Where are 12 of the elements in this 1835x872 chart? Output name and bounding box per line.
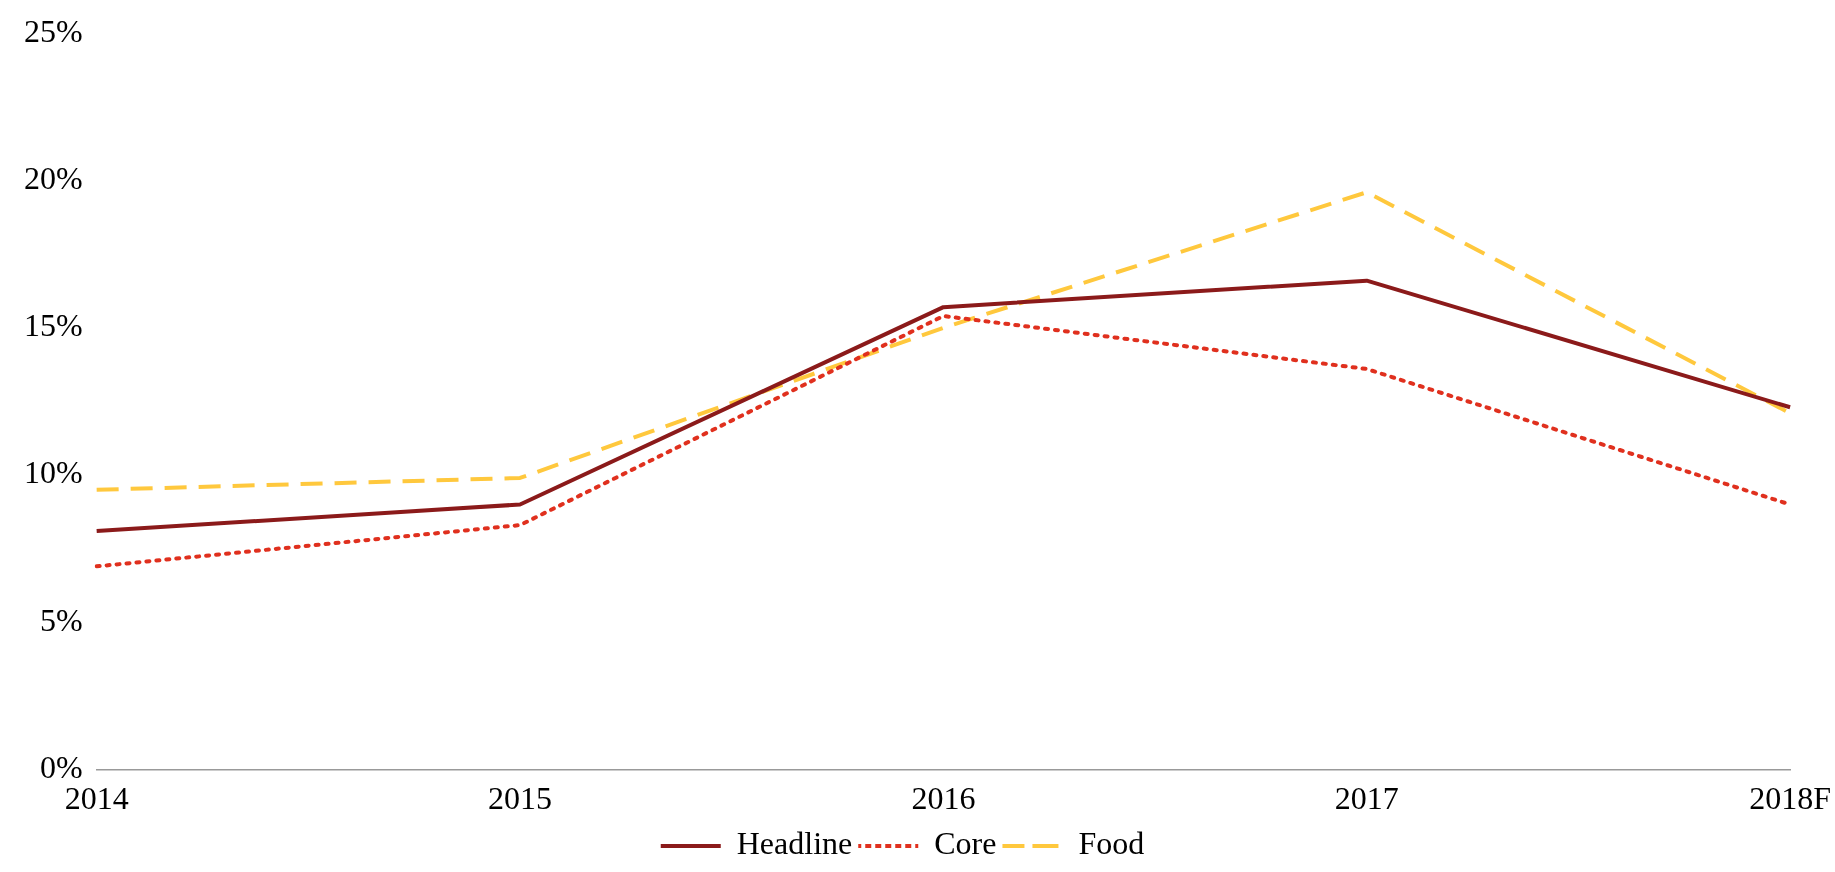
x-tick-label: 2018F [1749,780,1831,817]
y-tick-label: 25% [24,12,83,49]
y-tick-label: 10% [24,454,83,491]
x-tick-label: 2016 [911,780,976,817]
legend-label: Core [934,825,997,862]
y-tick-label: 20% [24,159,83,196]
x-tick-label: 2015 [488,780,553,817]
legend-label: Food [1078,825,1145,862]
x-tick-label: 2017 [1334,780,1399,817]
y-tick-label: 5% [40,601,83,638]
legend-label: Headline [736,825,853,862]
y-tick-label: 15% [24,307,83,344]
